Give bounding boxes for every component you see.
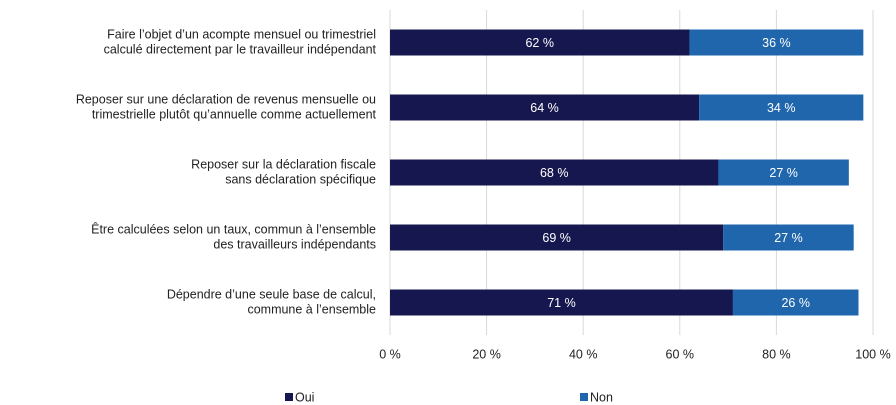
- category-label: Faire l’objet d’un acompte mensuel ou tr…: [107, 27, 376, 41]
- category-label: Dépendre d’une seule base de calcul,: [167, 287, 376, 301]
- x-tick-label: 60 %: [666, 347, 695, 361]
- value-label: 26 %: [781, 296, 810, 310]
- value-label: 27 %: [774, 231, 803, 245]
- x-tick-label: 40 %: [569, 347, 598, 361]
- bar-segment: [390, 289, 733, 316]
- bar-segment: [718, 159, 849, 186]
- legend-swatch: [285, 393, 293, 401]
- legend-label: Non: [590, 390, 613, 404]
- value-label: 34 %: [767, 101, 796, 115]
- value-label: 36 %: [762, 36, 791, 50]
- x-tick-label: 0 %: [379, 347, 401, 361]
- category-label: sans déclaration spécifique: [225, 172, 376, 186]
- value-label: 71 %: [547, 296, 576, 310]
- category-label: commune à l’ensemble: [247, 302, 376, 316]
- value-label: 69 %: [542, 231, 571, 245]
- category-label: Reposer sur la déclaration fiscale: [191, 157, 376, 171]
- bar-segment: [723, 224, 854, 251]
- value-label: 62 %: [525, 36, 554, 50]
- bar-segment: [699, 94, 864, 121]
- x-tick-label: 100 %: [855, 347, 890, 361]
- bar-segment: [390, 224, 724, 251]
- category-label: calculé directement par le travailleur i…: [104, 42, 377, 56]
- x-tick-label: 20 %: [472, 347, 501, 361]
- bar-segment: [390, 159, 719, 186]
- bar-segment: [390, 94, 700, 121]
- value-label: 64 %: [530, 101, 559, 115]
- category-label: trimestrielle plutôt qu’annuelle comme a…: [92, 107, 377, 121]
- bar-segment: [390, 29, 690, 56]
- bar-segment: [689, 29, 864, 56]
- value-label: 68 %: [540, 166, 569, 180]
- category-label: des travailleurs indépendants: [213, 237, 376, 251]
- legend-label: Oui: [295, 390, 314, 404]
- bar-segment: [732, 289, 859, 316]
- legend-swatch: [580, 393, 588, 401]
- x-tick-label: 80 %: [762, 347, 791, 361]
- category-label: Reposer sur une déclaration de revenus m…: [76, 92, 376, 106]
- value-label: 27 %: [769, 166, 798, 180]
- category-label: Être calculées selon un taux, commun à l…: [91, 221, 376, 236]
